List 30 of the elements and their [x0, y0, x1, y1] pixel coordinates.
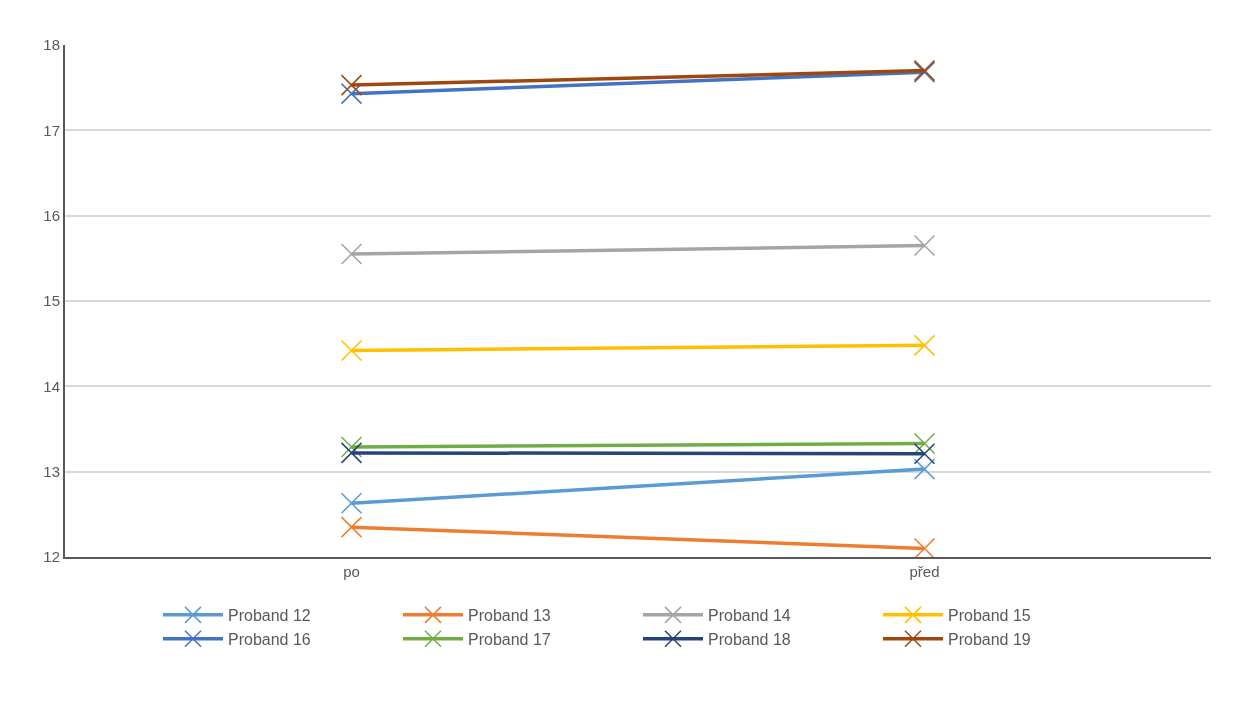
point — [340, 436, 363, 458]
point — [340, 339, 363, 362]
y-tick-label: 13 — [43, 462, 60, 480]
y-tick-label: 14 — [43, 377, 60, 395]
point — [340, 442, 363, 464]
point — [340, 492, 363, 514]
legend-label: Proband 14 — [708, 607, 791, 625]
y-tick-label: 16 — [43, 206, 60, 224]
y-tick-label: 12 — [43, 548, 60, 566]
point — [913, 458, 936, 480]
point — [340, 74, 363, 96]
x-tick-label: před — [909, 563, 940, 580]
legend-label: Proband 16 — [228, 630, 311, 648]
legend-label: Proband 15 — [948, 607, 1031, 625]
point — [340, 243, 363, 265]
point — [913, 537, 936, 557]
point — [340, 516, 363, 538]
y-tick-label: 18 — [43, 36, 60, 54]
y-tick-label: 17 — [43, 121, 60, 139]
x-tick-label: po — [343, 563, 360, 580]
legend-label: Proband 19 — [948, 630, 1031, 648]
point — [913, 443, 936, 465]
point — [913, 334, 936, 357]
legend-label: Proband 17 — [468, 630, 551, 648]
y-tick-label: 15 — [43, 292, 60, 310]
legend-label: Proband 18 — [708, 630, 791, 648]
legend-label: Proband 13 — [468, 607, 551, 625]
point — [913, 234, 936, 257]
point — [913, 432, 936, 455]
legend-label: Proband 12 — [228, 607, 311, 625]
